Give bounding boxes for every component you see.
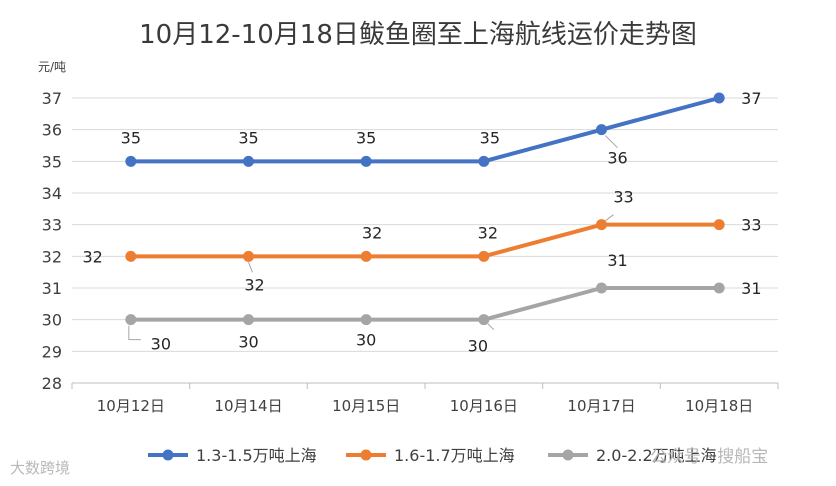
x-tick-label: 10月17日 <box>567 397 635 415</box>
x-tick-label: 10月18日 <box>685 397 753 415</box>
data-label: 35 <box>356 128 376 147</box>
watermark-text-left: 大数跨境 <box>10 459 71 477</box>
data-point <box>478 155 490 167</box>
data-point <box>125 155 137 167</box>
data-label: 36 <box>607 149 627 168</box>
data-point <box>243 314 254 326</box>
data-point <box>360 314 372 326</box>
y-tick-label: 29 <box>42 342 62 361</box>
data-label-leader <box>128 325 141 341</box>
data-point <box>596 282 607 294</box>
data-point <box>125 314 137 326</box>
data-point <box>360 155 372 167</box>
y-tick-label: 28 <box>42 374 62 393</box>
y-tick-label: 30 <box>42 311 62 330</box>
data-label: 31 <box>607 251 627 270</box>
x-tick-label: 10月14日 <box>214 397 282 415</box>
data-point <box>360 250 372 262</box>
series-line <box>130 222 720 259</box>
data-point <box>596 124 607 136</box>
data-label: 32 <box>362 223 382 242</box>
series-line <box>130 286 720 322</box>
data-label: 33 <box>613 188 633 207</box>
y-tick-label: 37 <box>42 89 62 108</box>
data-label: 30 <box>356 331 376 350</box>
y-tick-label: 36 <box>42 121 62 140</box>
legend-marker <box>562 449 574 461</box>
data-label-leader <box>487 323 495 331</box>
legend-label: 1.3-1.5万吨上海 <box>196 446 317 465</box>
data-point <box>243 155 254 167</box>
legend-marker <box>360 449 372 461</box>
data-point <box>478 314 490 326</box>
chart-title: 10月12-10月18日鲅鱼圈至上海航线运价走势图 <box>139 20 697 50</box>
y-tick-label: 33 <box>42 216 62 235</box>
data-label: 33 <box>741 216 761 235</box>
data-label: 35 <box>480 128 500 147</box>
data-label-leader <box>248 262 253 273</box>
data-label: 30 <box>238 333 258 352</box>
data-point <box>713 282 725 294</box>
y-axis-unit-label: 元/吨 <box>38 60 67 74</box>
data-label: 30 <box>468 337 488 356</box>
x-tick-label: 10月16日 <box>450 397 518 415</box>
series-line <box>130 96 720 164</box>
legend-label: 2.0-2.2万吨上海 <box>596 446 717 465</box>
x-tick-label: 10月15日 <box>332 397 400 415</box>
y-tick-label: 35 <box>42 152 62 171</box>
data-point <box>243 250 254 262</box>
data-point <box>478 250 490 262</box>
data-label: 32 <box>82 247 102 266</box>
data-point <box>125 250 137 262</box>
data-label: 32 <box>478 223 498 242</box>
data-label: 30 <box>151 335 171 354</box>
y-tick-label: 31 <box>42 279 62 298</box>
legend-marker <box>162 449 174 461</box>
x-tick-label: 10月12日 <box>97 397 165 415</box>
data-label: 35 <box>238 128 258 147</box>
y-tick-label: 32 <box>42 247 62 266</box>
data-label: 37 <box>741 89 761 108</box>
y-tick-label: 34 <box>42 184 62 203</box>
data-point <box>713 92 725 104</box>
data-label-leader <box>605 214 614 222</box>
data-point <box>596 219 607 231</box>
data-label-leader <box>605 135 618 149</box>
data-label: 35 <box>121 128 141 147</box>
data-label: 31 <box>741 279 761 298</box>
watermark-text-right: 公众号 · 搜船宝 <box>650 447 769 467</box>
data-point <box>713 219 725 231</box>
data-label: 32 <box>244 275 264 294</box>
legend-label: 1.6-1.7万吨上海 <box>394 446 515 465</box>
